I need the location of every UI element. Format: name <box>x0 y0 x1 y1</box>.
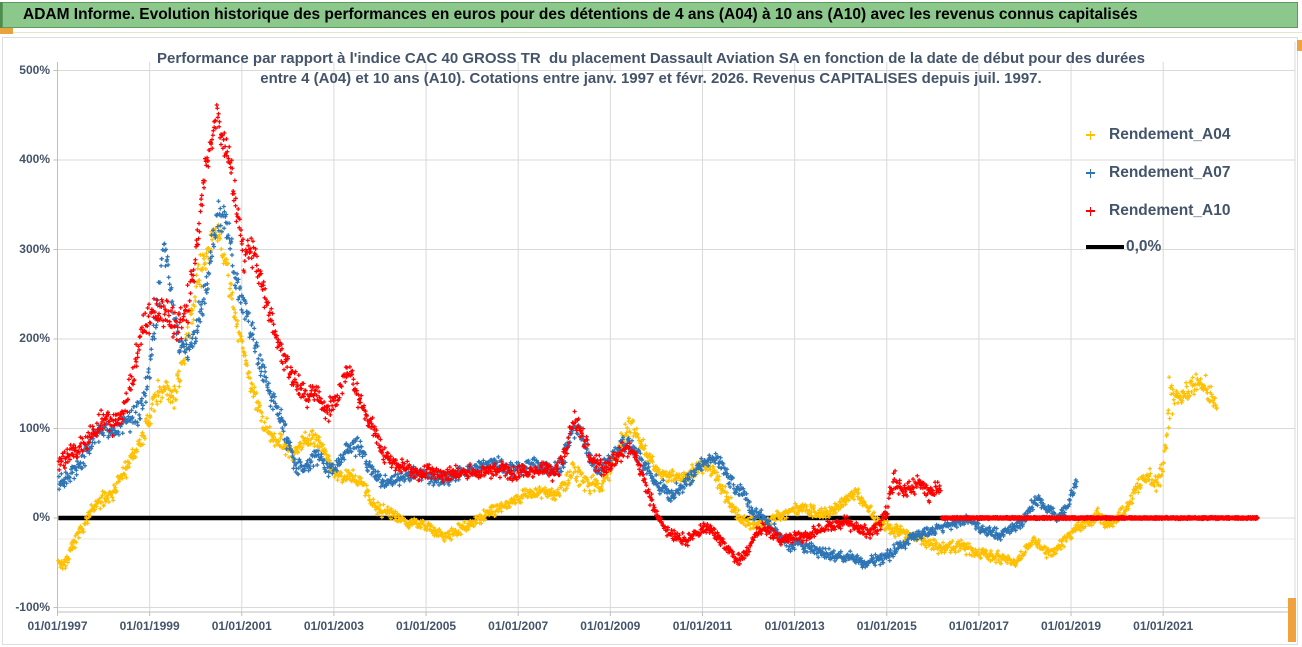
y-axis-tick-label: -100% <box>15 599 50 614</box>
divider-line <box>0 32 1302 33</box>
chart-title-line2: entre 4 (A04) et 10 ans (A10). Cotations… <box>260 70 1042 87</box>
y-axis-tick-label: 300% <box>19 241 50 256</box>
legend-label: 0,0% <box>1126 238 1162 255</box>
x-axis-tick-label: 01/01/1999 <box>119 619 180 633</box>
orange-accent-top-right <box>1297 40 1302 51</box>
header-left-border <box>0 2 2 28</box>
header-title-bar: ADAM Informe. Evolution historique des p… <box>2 2 1298 28</box>
plus-marker-icon <box>1086 168 1095 178</box>
legend-item-rendement-a10[interactable]: Rendement_A10 <box>1086 200 1230 222</box>
legend-item-rendement-a04[interactable]: Rendement_A04 <box>1086 124 1230 146</box>
y-axis-tick-label: 0% <box>32 510 50 524</box>
y-axis-tick-label: 500% <box>19 62 50 77</box>
x-axis-tick-label: 01/01/2009 <box>580 619 641 633</box>
x-axis-tick-label: 01/01/2011 <box>672 619 733 633</box>
orange-accent-top-left <box>0 28 13 34</box>
chart-title-line1: Performance par rapport à l'indice CAC 4… <box>157 50 1145 67</box>
x-axis-tick-label: 01/01/1997 <box>27 619 88 633</box>
legend-label: Rendement_A10 <box>1109 202 1231 219</box>
x-axis-tick-label: 01/01/2021 <box>1133 619 1194 633</box>
x-axis-tick-label: 01/01/2017 <box>948 619 1009 633</box>
x-axis-tick-label: 01/01/2013 <box>764 619 825 633</box>
x-axis-tick-label: 01/01/2007 <box>488 619 549 633</box>
legend-item-rendement-a07[interactable]: Rendement_A07 <box>1086 162 1230 184</box>
legend-label: Rendement_A04 <box>1109 126 1231 143</box>
y-axis-tick-label: 100% <box>19 420 50 435</box>
y-axis-tick-label: 200% <box>19 331 50 345</box>
legend-item-0-0-[interactable]: 0,0% <box>1086 236 1161 258</box>
scrollbar-thumb-fragment[interactable] <box>1288 598 1296 642</box>
x-axis-tick-label: 01/01/2001 <box>211 619 272 633</box>
legend-label: Rendement_A07 <box>1109 164 1231 181</box>
plus-marker-icon <box>1086 130 1095 140</box>
x-axis-tick-label: 01/01/2005 <box>396 619 457 633</box>
x-axis-tick-label: 01/01/2003 <box>303 619 364 633</box>
chart-area[interactable] <box>2 37 1298 645</box>
zero-line-swatch <box>1086 245 1124 249</box>
x-axis-tick-label: 01/01/2015 <box>856 619 917 633</box>
y-axis-tick-label: 400% <box>19 152 50 166</box>
x-axis-tick-label: 01/01/2019 <box>1041 619 1102 633</box>
plus-marker-icon <box>1086 206 1095 216</box>
